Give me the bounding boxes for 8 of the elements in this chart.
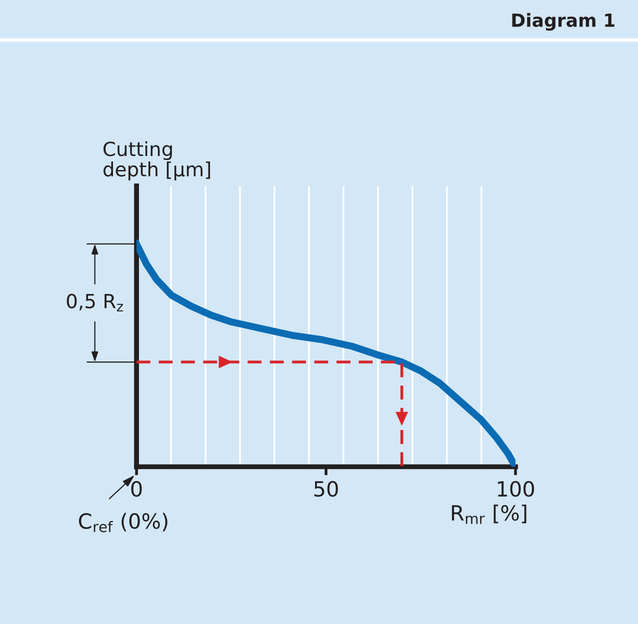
x-tick-label: 50 [314, 481, 338, 497]
x-tick-label: 0 [131, 481, 142, 497]
x-tick-label: 100 [498, 481, 534, 497]
text: 0,5 R$_{z}$ [66, 294, 123, 312]
y-axis-title: Cutting depth [µm] [103, 141, 210, 180]
x-axis-title: R$_{mr}$ [%] [452, 504, 526, 524]
text: C$_{ref}$ (0%) [78, 512, 168, 532]
text: Diagram 1 [512, 13, 614, 31]
